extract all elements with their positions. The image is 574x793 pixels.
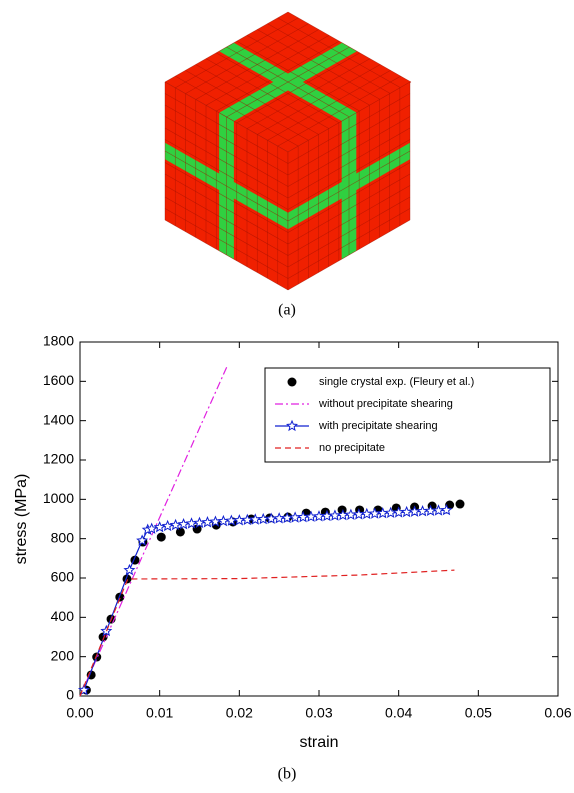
y-tick-label: 1200 [43, 451, 74, 467]
y-tick-label: 1800 [43, 333, 74, 349]
y-tick-label: 0 [66, 687, 74, 703]
data-point [203, 517, 213, 526]
y-tick-label: 200 [51, 647, 75, 663]
panel-label: (b) [278, 766, 297, 783]
data-point [274, 513, 284, 522]
series-line [84, 510, 446, 690]
data-point [125, 565, 135, 574]
x-tick-label: 0.03 [305, 705, 332, 721]
data-point [418, 506, 428, 515]
data-point [179, 519, 189, 528]
y-tick-label: 1400 [43, 411, 74, 427]
y-tick-label: 800 [51, 529, 75, 545]
data-point [290, 513, 300, 522]
figure: (a) (b) strain stress (MPa) 0.00 0.01 0.02… [0, 0, 574, 793]
x-tick-label: 0.06 [544, 705, 571, 721]
y-axis-label: stress (MPa) [13, 474, 30, 565]
x-tick-label: 0.00 [66, 705, 93, 721]
legend-label: no precipitate [319, 442, 385, 454]
y-tick-label: 600 [51, 569, 75, 585]
panel-label: (a) [278, 302, 296, 319]
data-point [163, 521, 173, 530]
cube-image [165, 12, 411, 290]
y-tick-label: 1000 [43, 490, 74, 506]
data-point [402, 507, 412, 516]
data-point [346, 510, 356, 519]
y-tick-label: 1600 [43, 372, 74, 388]
data-point [157, 533, 166, 542]
x-tick-label: 0.05 [465, 705, 492, 721]
x-tick-label: 0.04 [385, 705, 412, 721]
data-point [456, 500, 465, 509]
x-tick-label: 0.02 [226, 705, 253, 721]
x-axis-label: strain [299, 734, 338, 751]
legend-label: with precipitate shearing [318, 420, 438, 432]
x-tick-label: 0.01 [146, 705, 173, 721]
legend-label: single crystal exp. (Fleury et al.) [319, 376, 474, 388]
series-line [80, 570, 454, 696]
legend-label: without precipitate shearing [318, 398, 453, 410]
y-tick-label: 400 [51, 608, 75, 624]
page: (a) (b) strain stress (MPa) 0.00 0.01 0.02… [0, 0, 574, 793]
legend-marker [288, 378, 297, 387]
